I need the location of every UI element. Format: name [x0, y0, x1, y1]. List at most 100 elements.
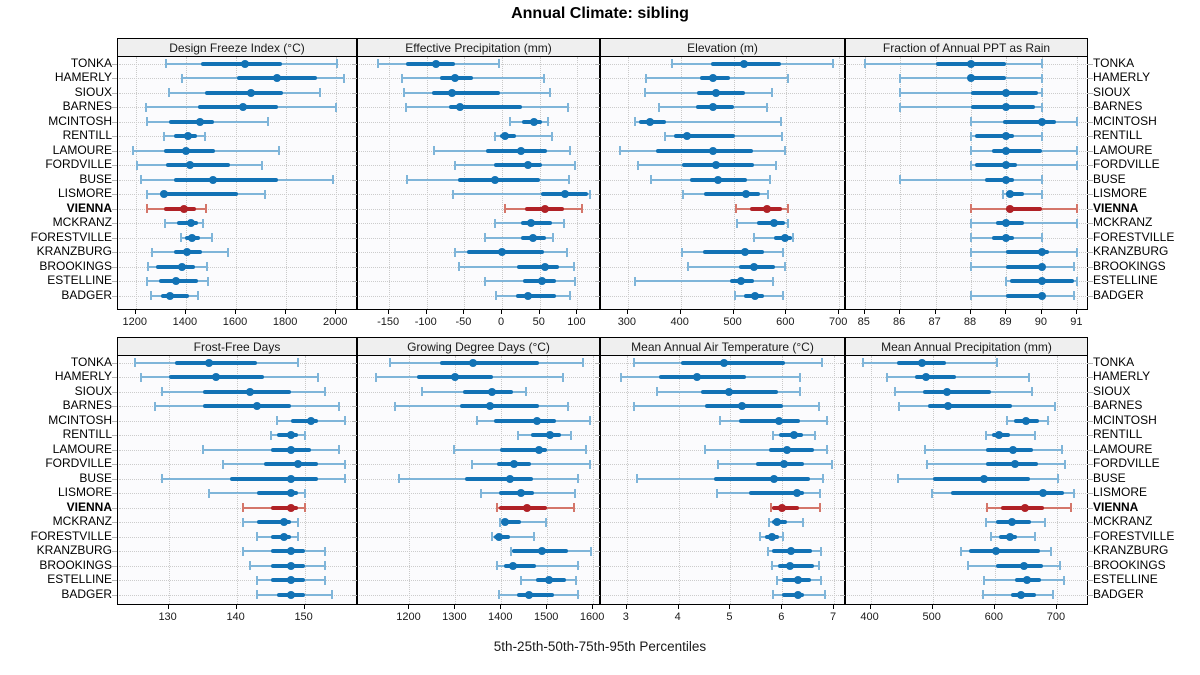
median-dot: [792, 489, 801, 497]
row-tick-left: [112, 580, 117, 581]
percentile-5-cap: [923, 445, 926, 454]
percentile-5-cap: [145, 276, 148, 286]
percentile-5-cap: [619, 146, 622, 155]
station-label-right: BADGER: [1093, 287, 1144, 302]
median-dot: [534, 445, 543, 454]
row-tick-left: [352, 237, 357, 239]
row-tick-left: [352, 63, 357, 65]
median-dot: [967, 59, 976, 68]
grid-line-horizontal: [847, 237, 1088, 239]
x-axis-tick-label: 87: [928, 316, 941, 328]
percentile-95-cap: [1034, 430, 1037, 440]
median-dot: [455, 103, 464, 111]
median-dot: [287, 547, 296, 555]
row-tick-left: [112, 208, 117, 210]
median-dot: [287, 503, 296, 512]
percentile-25-75-bar: [681, 360, 785, 365]
x-axis-tick-label: 140: [226, 611, 245, 623]
percentile-5-95-line: [900, 178, 1042, 181]
percentile-25-75-bar: [257, 520, 292, 524]
percentile-25-75-bar: [493, 418, 556, 423]
percentile-5-cap: [165, 59, 168, 68]
percentile-5-cap: [495, 561, 498, 570]
grid-line-horizontal: [359, 136, 600, 137]
row-tick-left: [352, 493, 357, 494]
percentile-25-75-bar: [1006, 293, 1046, 298]
median-dot: [188, 233, 197, 242]
percentile-5-cap: [671, 59, 674, 68]
percentile-5-cap: [516, 430, 519, 440]
row-tick-left: [840, 194, 845, 195]
grid-line-horizontal: [359, 594, 600, 596]
row-tick-left: [352, 478, 357, 480]
row-tick-left: [840, 493, 845, 494]
row-tick-left: [352, 208, 357, 210]
x-axis-tick-label: 88: [963, 316, 977, 328]
grid-line-horizontal: [847, 252, 1088, 253]
row-tick-left: [840, 449, 845, 451]
row-tick-right: [1088, 136, 1093, 137]
percentile-5-cap: [637, 160, 640, 170]
row-tick-left: [595, 391, 600, 393]
percentile-95-cap: [782, 532, 785, 541]
grid-line-horizontal: [359, 507, 600, 509]
row-tick-left: [840, 507, 845, 509]
percentile-95-cap: [781, 131, 784, 141]
grid-line-vertical: [834, 356, 836, 604]
station-label-right: ESTELLINE: [1093, 273, 1158, 287]
x-axis-tick: [838, 310, 840, 314]
x-axis-tick: [899, 310, 901, 314]
percentile-25-75-bar: [516, 592, 555, 597]
grid-line-vertical: [409, 356, 411, 604]
x-axis-tick: [1055, 605, 1057, 609]
median-dot: [541, 204, 550, 213]
percentile-25-75-bar: [1006, 250, 1049, 254]
row-tick-left: [112, 179, 117, 181]
station-label-right: TONKA: [1093, 55, 1135, 70]
percentile-95-cap: [1072, 262, 1075, 271]
percentile-25-75-bar: [996, 563, 1043, 568]
median-dot: [711, 88, 720, 97]
grid-line-horizontal: [119, 507, 357, 509]
grid-line-horizontal: [119, 208, 357, 210]
percentile-95-cap: [819, 546, 822, 556]
station-label-left: BROOKINGS: [39, 557, 112, 572]
percentile-95-cap: [565, 247, 568, 257]
x-axis-tick: [1040, 310, 1042, 314]
percentile-5-95-line: [491, 535, 534, 538]
percentile-95-cap: [787, 73, 790, 83]
percentile-95-cap: [831, 459, 834, 469]
station-label-right: TONKA: [1093, 354, 1135, 369]
median-dot: [1037, 277, 1046, 285]
percentile-95-cap: [1076, 247, 1079, 257]
percentile-5-cap: [634, 276, 637, 286]
percentile-95-cap: [801, 517, 804, 527]
row-tick-left: [840, 78, 845, 79]
grid-line-vertical: [935, 57, 937, 309]
row-tick-left: [352, 121, 357, 123]
percentile-95-cap: [1059, 561, 1062, 570]
percentile-5-cap: [632, 358, 635, 367]
station-label-right: BROOKINGS: [1093, 557, 1166, 572]
percentile-95-cap: [337, 401, 340, 411]
percentile-95-cap: [1076, 204, 1079, 213]
percentile-5-cap: [453, 247, 456, 257]
median-dot: [772, 518, 781, 526]
row-tick-left: [840, 435, 845, 436]
station-label-left: BADGER: [61, 287, 112, 302]
row-tick-right: [1088, 63, 1093, 65]
percentile-5-cap: [420, 387, 423, 396]
percentile-5-cap: [479, 488, 482, 498]
median-dot: [196, 117, 205, 126]
median-dot: [1006, 190, 1015, 198]
percentile-5-cap: [256, 532, 259, 541]
row-tick-left: [840, 281, 845, 282]
median-dot: [785, 561, 794, 570]
percentile-25-75-bar: [704, 192, 761, 196]
row-tick-left: [112, 136, 117, 137]
median-dot: [1002, 175, 1011, 184]
row-tick-left: [840, 252, 845, 253]
median-dot: [1011, 460, 1020, 468]
panel-plot: [112, 56, 362, 310]
row-tick-right: [1088, 507, 1093, 509]
